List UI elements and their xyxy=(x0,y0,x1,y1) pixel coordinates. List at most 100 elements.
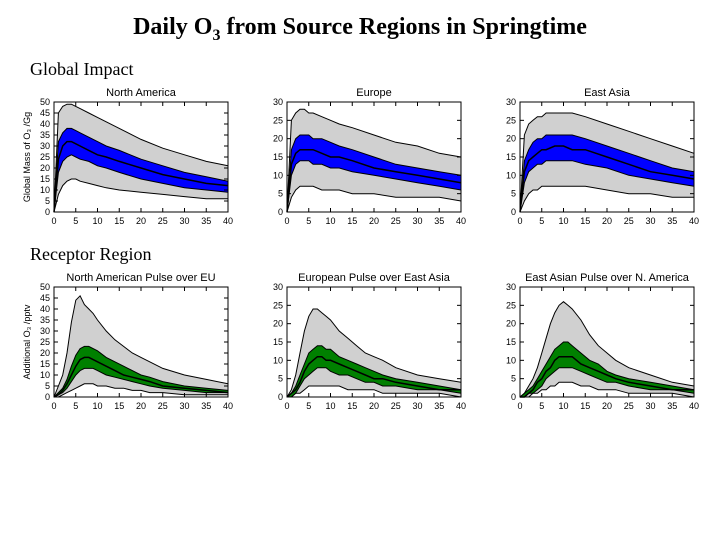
y-tick-label: 5 xyxy=(45,196,50,206)
chart-panel: East Asian Pulse over N. America 0 5 10 15 20… xyxy=(486,269,700,419)
x-tick-label: 10 xyxy=(325,216,335,226)
x-tick-label: 35 xyxy=(667,401,677,411)
y-tick-label: 30 xyxy=(506,97,516,107)
panel-title: East Asia xyxy=(584,87,631,99)
y-tick-label: 5 xyxy=(511,373,516,383)
x-tick-label: 20 xyxy=(369,216,379,226)
panel-wrapper: East Asian Pulse over N. America 0 5 10 15 20… xyxy=(486,269,700,419)
x-tick-label: 0 xyxy=(517,216,522,226)
y-tick-label: 15 xyxy=(40,174,50,184)
y-tick-label: 10 xyxy=(273,355,283,365)
y-tick-label: 20 xyxy=(506,133,516,143)
x-tick-label: 30 xyxy=(412,216,422,226)
y-tick-label: 30 xyxy=(273,282,283,292)
y-tick-label: 5 xyxy=(278,188,283,198)
x-tick-label: 20 xyxy=(369,401,379,411)
y-tick-label: 40 xyxy=(40,304,50,314)
panel-title: East Asian Pulse over N. America xyxy=(525,272,690,284)
x-tick-label: 40 xyxy=(456,216,466,226)
y-tick-label: 45 xyxy=(40,293,50,303)
page-title-text: Daily O3 from Source Regions in Springti… xyxy=(133,14,587,40)
y-tick-label: 40 xyxy=(40,119,50,129)
x-tick-label: 30 xyxy=(412,401,422,411)
x-tick-label: 30 xyxy=(645,216,655,226)
x-tick-label: 40 xyxy=(456,401,466,411)
y-tick-label: 0 xyxy=(278,392,283,402)
x-tick-label: 20 xyxy=(602,216,612,226)
y-tick-label: 0 xyxy=(45,207,50,217)
x-tick-label: 10 xyxy=(325,401,335,411)
x-tick-label: 0 xyxy=(284,216,289,226)
y-tick-label: 10 xyxy=(506,170,516,180)
x-tick-label: 0 xyxy=(51,401,56,411)
y-tick-label: 0 xyxy=(511,392,516,402)
panel-wrapper: Europe0510152025303540051015202530 xyxy=(253,84,467,234)
x-tick-label: 10 xyxy=(558,401,568,411)
x-tick-label: 10 xyxy=(92,216,102,226)
y-tick-label: 30 xyxy=(273,97,283,107)
x-tick-label: 25 xyxy=(391,216,401,226)
y-tick-label: 30 xyxy=(40,326,50,336)
chart-panel: North America051015202530354005101520253… xyxy=(20,84,234,234)
x-tick-label: 15 xyxy=(347,216,357,226)
x-tick-label: 5 xyxy=(539,401,544,411)
x-tick-label: 20 xyxy=(136,216,146,226)
panel-title: Europe xyxy=(356,87,391,99)
x-tick-label: 20 xyxy=(136,401,146,411)
panel-wrapper: East Asia0510152025303540051015202530 xyxy=(486,84,700,234)
x-tick-label: 5 xyxy=(306,216,311,226)
y-tick-label: 20 xyxy=(40,163,50,173)
y-tick-label: 15 xyxy=(273,337,283,347)
panel-title: North American Pulse over EU xyxy=(66,272,215,284)
y-tick-label: 20 xyxy=(506,318,516,328)
x-tick-label: 25 xyxy=(158,401,168,411)
panel-title: North America xyxy=(106,87,177,99)
y-tick-label: 5 xyxy=(278,373,283,383)
y-tick-label: 20 xyxy=(40,348,50,358)
y-tick-label: 50 xyxy=(40,282,50,292)
x-tick-label: 25 xyxy=(158,216,168,226)
y-axis-label: Additional O₃ /pptv xyxy=(22,304,32,379)
x-tick-label: 30 xyxy=(179,401,189,411)
x-tick-label: 15 xyxy=(347,401,357,411)
x-tick-label: 25 xyxy=(624,216,634,226)
y-tick-label: 0 xyxy=(278,207,283,217)
chart-panel: North American Pulse over EU051015202530… xyxy=(20,269,234,419)
y-tick-label: 15 xyxy=(40,359,50,369)
y-tick-label: 35 xyxy=(40,315,50,325)
x-tick-label: 15 xyxy=(114,216,124,226)
x-tick-label: 30 xyxy=(645,401,655,411)
x-tick-label: 10 xyxy=(92,401,102,411)
y-tick-label: 25 xyxy=(40,152,50,162)
y-tick-label: 25 xyxy=(273,300,283,310)
y-axis-label: Global Mass of O₃ /Gg xyxy=(22,112,32,202)
y-tick-label: 35 xyxy=(40,130,50,140)
x-tick-label: 0 xyxy=(517,401,522,411)
y-tick-label: 10 xyxy=(40,185,50,195)
x-tick-label: 35 xyxy=(201,216,211,226)
y-tick-label: 10 xyxy=(40,370,50,380)
x-tick-label: 10 xyxy=(558,216,568,226)
chart-panel: Europe0510152025303540051015202530 xyxy=(253,84,467,234)
y-tick-label: 25 xyxy=(40,337,50,347)
x-tick-label: 5 xyxy=(306,401,311,411)
panel-title: European Pulse over East Asia xyxy=(298,272,451,284)
y-tick-label: 5 xyxy=(45,381,50,391)
y-tick-label: 15 xyxy=(506,152,516,162)
y-tick-label: 20 xyxy=(273,133,283,143)
x-tick-label: 40 xyxy=(689,401,699,411)
x-tick-label: 40 xyxy=(223,401,233,411)
x-tick-label: 15 xyxy=(580,401,590,411)
y-tick-label: 50 xyxy=(40,97,50,107)
x-tick-label: 5 xyxy=(73,401,78,411)
x-tick-label: 5 xyxy=(73,216,78,226)
x-tick-label: 35 xyxy=(434,401,444,411)
y-tick-label: 5 xyxy=(511,188,516,198)
y-tick-label: 0 xyxy=(511,207,516,217)
x-tick-label: 15 xyxy=(580,216,590,226)
y-tick-label: 0 xyxy=(45,392,50,402)
y-tick-label: 15 xyxy=(506,337,516,347)
chart-panel: East Asia0510152025303540051015202530 xyxy=(486,84,700,234)
y-tick-label: 15 xyxy=(273,152,283,162)
chart-panel: European Pulse over East Asia 0 5 10 15 20 25 3… xyxy=(253,269,467,419)
